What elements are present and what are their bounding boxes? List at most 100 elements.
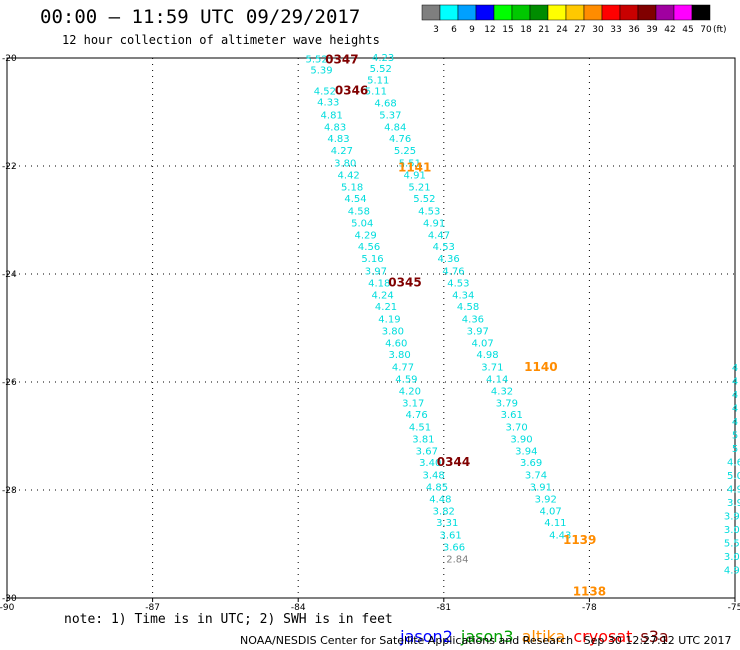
x-tick-label: -84 bbox=[291, 603, 306, 613]
wave-height-point: 5.39 bbox=[310, 66, 332, 77]
wave-height-point: 3.61 bbox=[501, 410, 523, 421]
wave-height-point: 4.83 bbox=[327, 134, 349, 145]
wave-height-point: 4 bbox=[732, 363, 738, 374]
x-tick-label: -81 bbox=[436, 603, 451, 613]
wave-height-point: 4.98 bbox=[476, 350, 498, 361]
legend-altika: altika bbox=[521, 627, 566, 646]
wave-height-point: 4.54 bbox=[344, 194, 366, 205]
colorbar-label: 18 bbox=[520, 25, 532, 35]
wave-height-point: 4.85 bbox=[426, 483, 448, 494]
y-tick-label: -24 bbox=[2, 270, 17, 280]
colorbar-label: 27 bbox=[574, 25, 585, 35]
legend-jason2: jason2 bbox=[400, 627, 453, 646]
wave-height-point: 5.51 bbox=[399, 159, 421, 170]
wave-height-point: 4.53 bbox=[447, 278, 469, 289]
wave-height-point: 4.07 bbox=[539, 506, 561, 517]
x-tick-label: -78 bbox=[582, 603, 597, 613]
wave-height-point: 3.48 bbox=[422, 471, 444, 482]
wave-height-point: 4.58 bbox=[348, 207, 370, 218]
colorbar-label: 21 bbox=[538, 25, 549, 35]
wave-height-point: 4 bbox=[732, 377, 738, 388]
wave-height-point: 4.91 bbox=[404, 170, 426, 181]
wave-height-point: 4.24 bbox=[372, 290, 394, 301]
legend-cryosat: cryosat bbox=[573, 627, 633, 646]
wave-height-point: 3.92 bbox=[535, 494, 557, 505]
credit-line: NOAA/NESDIS Center for Satellite Applica… bbox=[240, 634, 732, 647]
wave-height-point: 4.36 bbox=[438, 254, 460, 265]
colorbar-label: 70 bbox=[700, 25, 712, 35]
legend-jason3: jason3 bbox=[460, 627, 514, 646]
colorbar-label: 12 bbox=[484, 25, 495, 35]
wave-height-point: 4.6 bbox=[727, 458, 740, 469]
wave-height-point: 4.23 bbox=[372, 53, 394, 64]
wave-height-point: 4.29 bbox=[355, 230, 377, 241]
wave-height-point: 4.51 bbox=[409, 423, 431, 434]
wave-height-point: 4.32 bbox=[491, 386, 513, 397]
wave-height-point: 4.76 bbox=[405, 410, 427, 421]
y-tick-label: -26 bbox=[2, 378, 17, 388]
units-note: note: 1) Time is in UTC; 2) SWH is in fe… bbox=[64, 612, 393, 627]
pass-time-label: 0344 bbox=[437, 455, 470, 469]
wave-height-point: 4.91 bbox=[423, 218, 445, 229]
wave-height-point: 5.18 bbox=[341, 182, 363, 193]
colorbar-label: 33 bbox=[610, 25, 621, 35]
wave-height-point: 3.9 bbox=[727, 498, 740, 509]
wave-height-point: 3.08 bbox=[724, 552, 740, 563]
wave-height-point: 2.84 bbox=[446, 554, 468, 565]
wave-height-point: 4.68 bbox=[374, 99, 396, 110]
wave-height-point: 4.36 bbox=[462, 315, 484, 326]
y-tick-label: -22 bbox=[2, 162, 17, 172]
wave-height-point: 3.17 bbox=[402, 398, 424, 409]
wave-height-point: 3.00 bbox=[724, 525, 740, 536]
x-tick-label: -90 bbox=[0, 603, 15, 613]
wave-height-point: 5.55 bbox=[724, 539, 740, 550]
wave-height-point: 4.14 bbox=[486, 375, 508, 386]
wave-height-point: 4.76 bbox=[389, 134, 411, 145]
wave-height-point: 4.11 bbox=[544, 518, 566, 529]
wave-height-point: 4.59 bbox=[395, 375, 417, 386]
wave-height-point: 4.19 bbox=[378, 315, 400, 326]
colorbar-swatch bbox=[691, 4, 711, 21]
wave-height-point: 3.69 bbox=[520, 458, 542, 469]
chart-title: 00:00 – 11:59 UTC 09/29/2017 bbox=[40, 6, 361, 28]
pass-time-label: 1140 bbox=[524, 360, 557, 374]
wave-height-point: 4.34 bbox=[452, 290, 474, 301]
wave-height-point: 3.79 bbox=[496, 398, 518, 409]
wave-height-point: 4.60 bbox=[385, 338, 407, 349]
wave-height-point: 4.9 bbox=[727, 485, 740, 496]
wave-height-point: 4.33 bbox=[317, 98, 339, 109]
wave-height-point: 5.04 bbox=[351, 218, 373, 229]
y-tick-label: -28 bbox=[2, 486, 17, 496]
wave-height-point: 5.52 bbox=[370, 64, 392, 75]
y-tick-label: -20 bbox=[2, 54, 17, 64]
wave-height-point: 3.91 bbox=[530, 483, 552, 494]
wave-height-point: 4.53 bbox=[418, 207, 440, 218]
wave-height-point: 4 bbox=[732, 390, 738, 401]
wave-height-point: 5.16 bbox=[361, 254, 383, 265]
wave-height-point: 3.31 bbox=[436, 518, 458, 529]
wave-height-point: 4.21 bbox=[375, 302, 397, 313]
wave-height-point: 4 bbox=[732, 417, 738, 428]
pass-time-label: 0347 bbox=[325, 52, 358, 66]
wave-height-point: 5.11 bbox=[367, 75, 389, 86]
wave-height-point: 4.07 bbox=[471, 338, 493, 349]
colorbar-label: 24 bbox=[556, 25, 568, 35]
colorbar-label: 3 bbox=[433, 25, 439, 35]
wave-height-point: 4.83 bbox=[324, 122, 346, 133]
wave-height-point: 4.56 bbox=[358, 242, 380, 253]
wave-height-point: 3.74 bbox=[525, 471, 547, 482]
colorbar-label: 15 bbox=[502, 25, 513, 35]
satellite-legend: jason2 jason3 altika cryosat s3a bbox=[390, 608, 677, 646]
wave-height-point: 4.48 bbox=[429, 494, 451, 505]
wave-height-point: 4.76 bbox=[442, 267, 464, 278]
colorbar-label: 30 bbox=[592, 25, 604, 35]
wave-height-point: 5.52 bbox=[306, 54, 328, 65]
wave-height-point: 5.0 bbox=[727, 471, 740, 482]
wave-height-point: 3.67 bbox=[416, 446, 438, 457]
wave-height-point: 4.84 bbox=[384, 122, 406, 133]
colorbar-label: 9 bbox=[469, 25, 475, 35]
wave-height-point: 4.18 bbox=[368, 278, 390, 289]
chart-subtitle: 12 hour collection of altimeter wave hei… bbox=[62, 33, 380, 47]
wave-height-point: 5.52 bbox=[413, 194, 435, 205]
